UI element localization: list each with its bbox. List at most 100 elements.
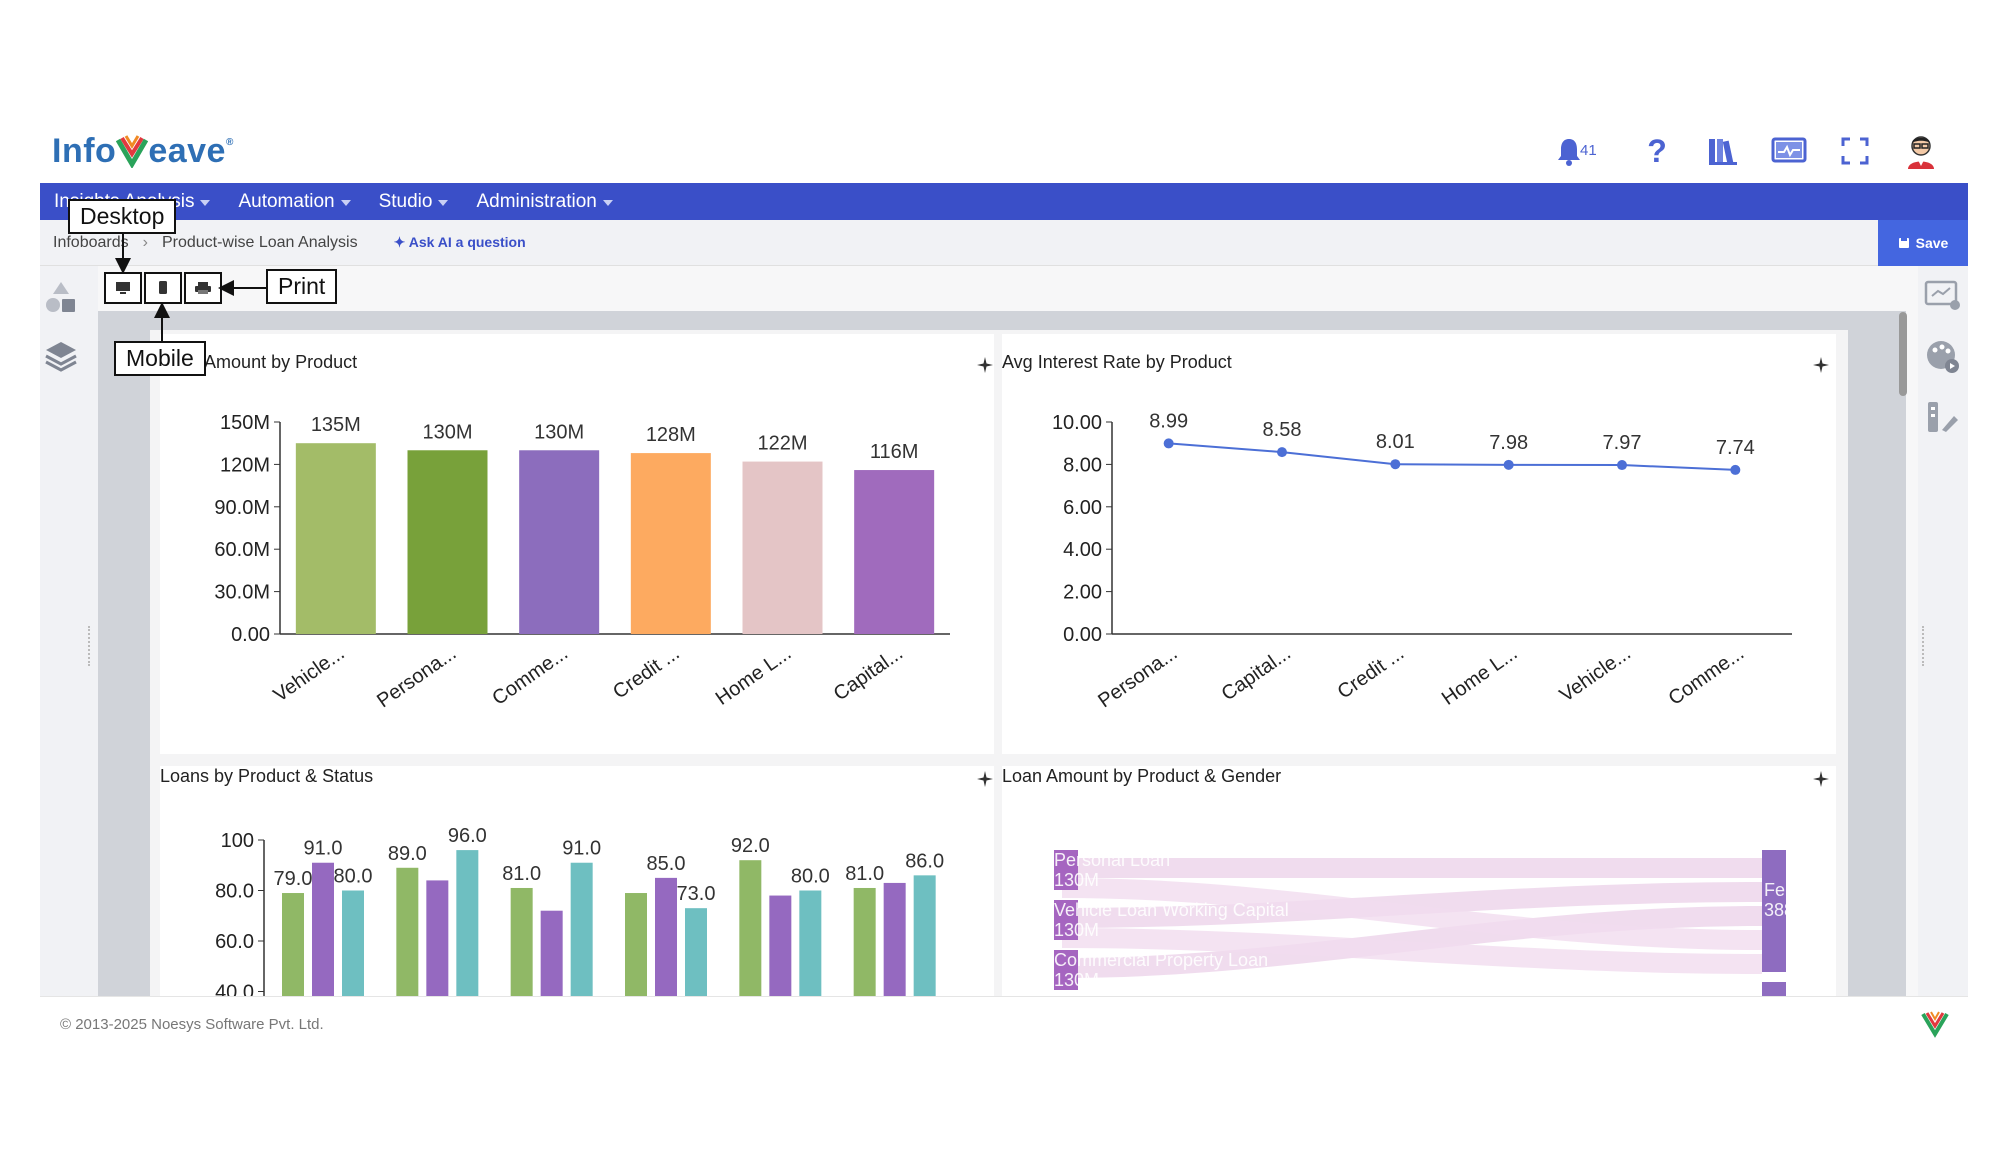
chevron-down-icon (200, 199, 211, 206)
data-settings-button[interactable] (1924, 398, 1962, 436)
sparkle-icon[interactable] (1812, 770, 1830, 788)
data-label: 130M (534, 421, 584, 443)
theme-button[interactable] (1924, 338, 1962, 376)
data-label: 86.0 (905, 850, 944, 872)
gender-sankey-chart (1054, 850, 1786, 996)
data-label: 7.97 (1603, 432, 1642, 454)
main-nav: Insights Analysis Automation Studio Admi… (40, 183, 1968, 220)
sankey-node-source[interactable] (1054, 900, 1078, 940)
y-tick-label: 0.00 (1063, 624, 1102, 646)
sankey-node-source[interactable] (1054, 950, 1078, 990)
sankey-source-label: Personal Loan 130M (1054, 850, 1171, 890)
bar (742, 461, 823, 634)
data-label: 8.58 (1263, 419, 1302, 441)
save-button[interactable]: Save (1878, 220, 1968, 266)
y-tick-label: 90.0M (214, 497, 270, 519)
data-label: 135M (311, 414, 361, 436)
right-toolbar (1918, 266, 1968, 996)
user-avatar[interactable] (1902, 132, 1940, 170)
sparkle-icon[interactable] (976, 356, 994, 374)
data-point (1617, 460, 1627, 471)
fullscreen-icon (1841, 137, 1869, 165)
print-view-button[interactable] (184, 272, 222, 304)
data-label: 80.0 (791, 866, 830, 888)
x-tick-label: Capital... (830, 642, 907, 705)
widget-loan-amount-by-gender[interactable]: Loan Amount by Product & Gender (1002, 766, 1836, 996)
right-resize-handle[interactable] (1922, 626, 1926, 666)
print-callout: Print (266, 269, 338, 304)
x-tick-label: Credit ... (1334, 642, 1409, 703)
y-tick-label: 8.00 (1063, 454, 1102, 476)
help-icon: ? (1647, 136, 1667, 166)
nav-administration[interactable]: Administration (476, 191, 613, 213)
breadcrumb-root[interactable]: Infoboards (53, 233, 129, 251)
widget-title: Avg Interest Rate by Product (1002, 352, 1232, 372)
fullscreen-button[interactable] (1836, 132, 1874, 170)
bar (282, 893, 304, 996)
data-label: 85.0 (647, 853, 686, 875)
svg-text:?: ? (1647, 136, 1667, 166)
y-tick-label: 10.00 (1052, 412, 1102, 434)
sankey-flows (1062, 858, 1762, 978)
monitor-button[interactable] (1770, 132, 1808, 170)
canvas-scrollbar-thumb[interactable] (1899, 312, 1907, 396)
bar (570, 862, 593, 996)
x-tick-label: Comme... (1665, 642, 1749, 710)
breadcrumb-current: Product-wise Loan Analysis (161, 233, 358, 251)
palette-icon (1927, 341, 1959, 373)
footer-divider (40, 996, 1968, 997)
desktop-view-button[interactable] (104, 272, 142, 304)
bar (655, 877, 677, 996)
x-tick-label: Home L... (1438, 642, 1522, 710)
x-tick-label: Persona... (373, 642, 460, 712)
sankey-node-target[interactable] (1762, 982, 1786, 996)
bar (407, 450, 488, 634)
x-tick-label: Comme... (488, 642, 572, 710)
x-tick-label: Credit ... (609, 642, 684, 703)
widget-loan-amount-by-product[interactable]: Loan Amount by Product 0.00 30.0M 60.0M 90.… (160, 334, 994, 754)
widget-avg-interest-rate[interactable]: Avg Interest Rate by Product 0.00 2.00 4.0… (1002, 334, 1836, 754)
mobile-view-button[interactable] (144, 272, 182, 304)
data-label: 80.0 (334, 866, 373, 888)
sparkle-icon[interactable] (1812, 356, 1830, 374)
bar (769, 895, 792, 996)
x-tick-label: Vehicle... (270, 642, 349, 707)
data-label: 89.0 (388, 843, 427, 865)
canvas-scrollbar[interactable] (1896, 311, 1906, 996)
library-button[interactable] (1704, 132, 1742, 170)
shapes-button[interactable] (42, 278, 80, 316)
help-button[interactable]: ? (1638, 132, 1676, 170)
widget-settings-icon (1924, 280, 1960, 310)
widget-settings-button[interactable] (1924, 278, 1962, 316)
x-tick-label: Vehicle... (1556, 642, 1635, 707)
x-tick-label: Persona... (1094, 642, 1181, 712)
ask-ai-button[interactable]: ✦ Ask AI a question (393, 234, 526, 250)
nav-automation[interactable]: Automation (238, 191, 351, 213)
bar (456, 850, 479, 996)
x-tick-label: Capital... (1218, 642, 1295, 705)
bar (426, 880, 449, 996)
x-tick-label: Home L... (712, 642, 796, 710)
nav-studio[interactable]: Studio (379, 191, 449, 213)
print-icon (195, 282, 211, 294)
data-point (1390, 459, 1401, 470)
shapes-icon (46, 282, 75, 312)
infoveave-logo[interactable]: Info eave ® (52, 131, 234, 170)
layers-button[interactable] (42, 338, 80, 376)
notifications-button[interactable]: 41 (1550, 132, 1597, 170)
bar (540, 910, 563, 996)
left-resize-handle[interactable] (88, 626, 92, 666)
bar (883, 882, 906, 996)
bar (312, 862, 334, 996)
sparkle-icon[interactable] (976, 770, 994, 788)
bar (739, 860, 762, 996)
sankey-node-source[interactable] (1054, 850, 1078, 890)
desktop-icon (116, 282, 130, 294)
data-label: 116M (870, 441, 919, 463)
y-tick-label: 60.0M (214, 539, 270, 561)
widget-loans-by-product-status[interactable]: Loans by Product & Status 40.0 60.0 80.0 10… (160, 766, 994, 996)
sankey-node-target[interactable] (1762, 850, 1786, 972)
y-tick-label: 2.00 (1063, 582, 1102, 604)
bar (630, 453, 711, 634)
widget-title: Loan Amount by Product & Gender (1002, 766, 1282, 786)
